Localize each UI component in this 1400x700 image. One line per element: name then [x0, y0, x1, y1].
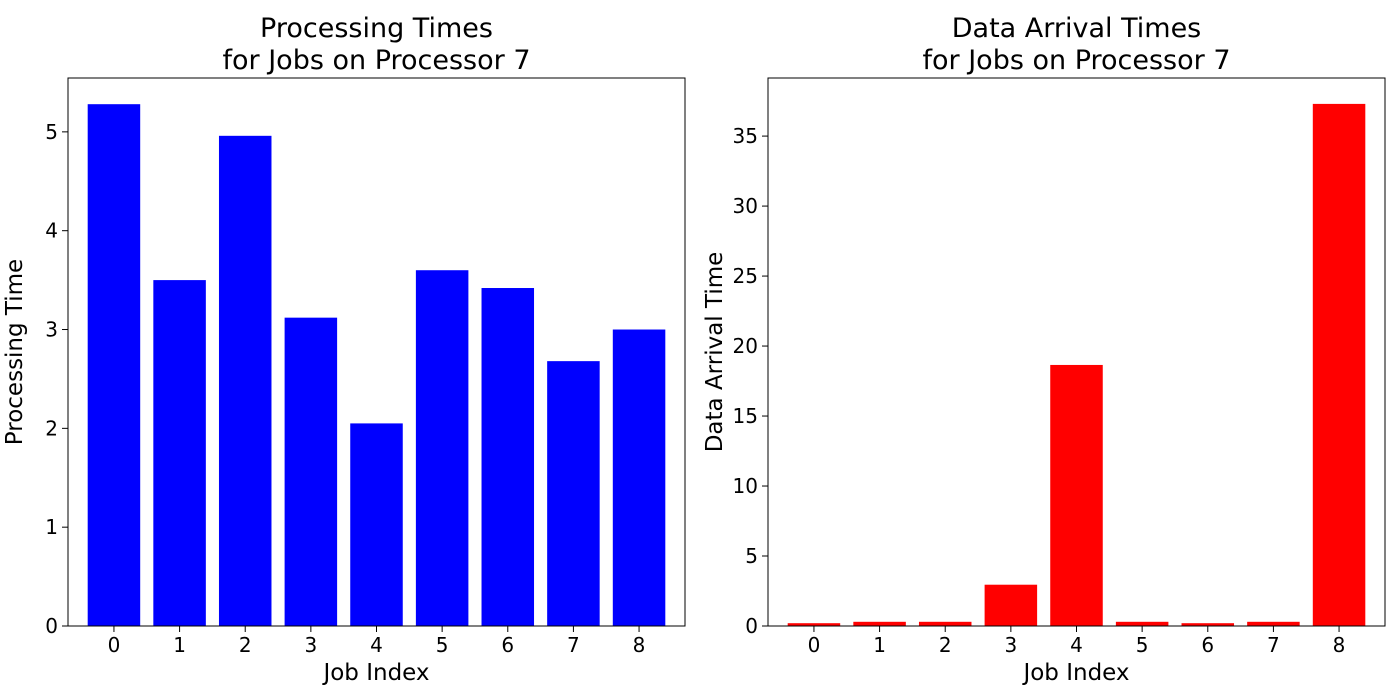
- x-tick-label: 3: [1004, 633, 1017, 657]
- bar: [547, 361, 600, 626]
- x-tick-label: 4: [1070, 633, 1083, 657]
- x-tick-label: 6: [501, 633, 514, 657]
- chart-title-line: for Jobs on Processor 7: [223, 45, 531, 76]
- x-tick-label: 5: [1136, 633, 1149, 657]
- x-axis-label: Job Index: [321, 660, 429, 686]
- bar: [284, 317, 338, 626]
- chart-title-line: for Jobs on Processor 7: [923, 45, 1231, 76]
- y-tick-label: 20: [733, 334, 758, 358]
- y-tick-label: 10: [733, 474, 758, 498]
- bar: [787, 623, 841, 626]
- processing-times-chart: 0 1 2 3 4 5 6 7 8 0 1 2 3 4 5 Job Index Processing Time P…: [2, 13, 686, 686]
- x-tick-label: 7: [1267, 633, 1280, 657]
- bar: [984, 584, 1038, 626]
- bar: [1247, 621, 1300, 626]
- data-arrival-times-chart: 0 1 2 3 4 5 6 7 8 0 5 10 15 20 25 30 35 Job Index Data Arr…: [702, 13, 1386, 686]
- y-tick-label: 0: [45, 614, 58, 638]
- x-tick-label: 8: [633, 633, 646, 657]
- bar: [1115, 621, 1169, 626]
- bar: [87, 104, 141, 627]
- y-tick-label: 5: [745, 544, 758, 568]
- bar: [612, 329, 666, 626]
- bar: [218, 135, 272, 626]
- x-tick-label: 4: [370, 633, 383, 657]
- bar: [350, 423, 403, 626]
- y-tick-label: 5: [45, 120, 58, 144]
- x-tick-label: 3: [304, 633, 317, 657]
- x-tick-label: 5: [436, 633, 449, 657]
- bar: [1312, 103, 1366, 627]
- y-axis-label: Processing Time: [2, 259, 28, 445]
- bar: [1181, 623, 1235, 626]
- bar: [415, 270, 469, 626]
- y-tick-label: 25: [733, 264, 758, 288]
- y-tick-label: 2: [45, 416, 58, 440]
- x-tick-label: 8: [1333, 633, 1346, 657]
- x-tick-label: 1: [173, 633, 186, 657]
- chart-title-line: Processing Times: [260, 13, 493, 44]
- y-tick-label: 15: [733, 404, 758, 428]
- y-tick-label: 4: [45, 219, 58, 243]
- x-tick-label: 1: [873, 633, 886, 657]
- y-tick-label: 35: [733, 124, 758, 148]
- x-tick-label: 0: [108, 633, 121, 657]
- bar: [853, 621, 906, 626]
- bar: [918, 621, 972, 626]
- bar: [153, 280, 206, 626]
- y-tick-label: 0: [745, 614, 758, 638]
- x-axis-label: Job Index: [1021, 660, 1129, 686]
- chart-title-line: Data Arrival Times: [952, 13, 1202, 44]
- x-tick-label: 2: [239, 633, 252, 657]
- bar: [481, 288, 535, 626]
- x-tick-label: 6: [1201, 633, 1214, 657]
- x-tick-label: 0: [808, 633, 821, 657]
- x-tick-label: 7: [567, 633, 580, 657]
- x-tick-label: 2: [939, 633, 952, 657]
- y-tick-label: 30: [733, 194, 758, 218]
- y-tick-label: 1: [45, 515, 58, 539]
- bar: [1050, 364, 1103, 626]
- y-axis-label: Data Arrival Time: [702, 252, 728, 453]
- y-tick-label: 3: [45, 318, 58, 342]
